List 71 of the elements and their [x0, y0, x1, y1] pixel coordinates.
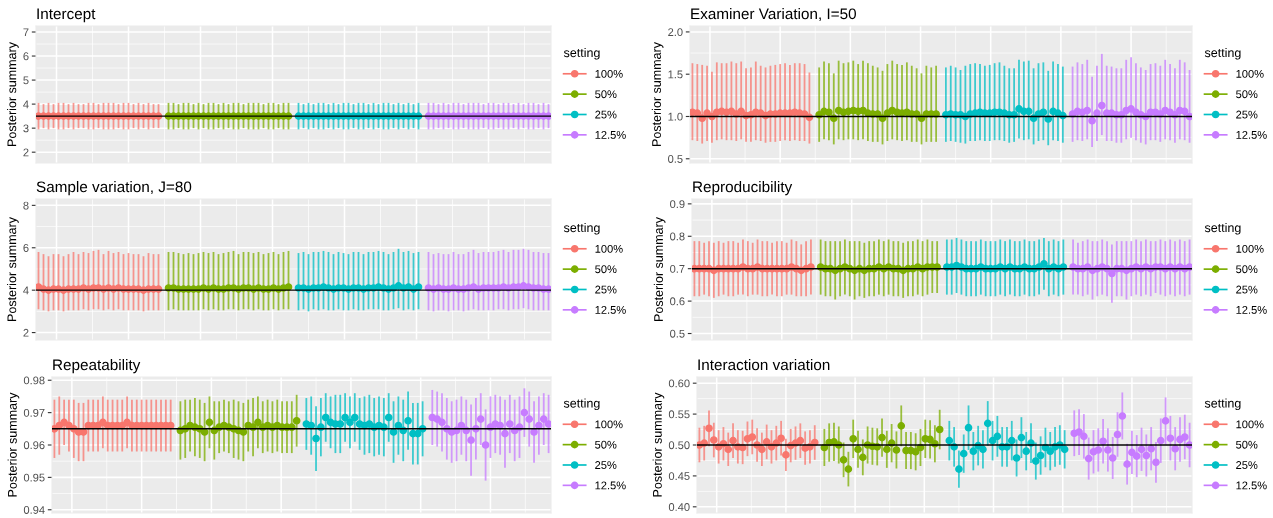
y-tick-label: 8 — [23, 201, 29, 210]
legend-label: 12.5% — [1236, 481, 1267, 490]
y-tick-label: 6 — [23, 52, 29, 61]
chart-title: Repeatability — [53, 358, 141, 374]
legend-title: setting — [563, 398, 600, 411]
y-tick-label: 7 — [23, 28, 29, 37]
y-tick-label: 0.6 — [670, 297, 685, 306]
y-axis-title: Posterior summary — [7, 392, 20, 497]
legend-label: 25% — [595, 110, 617, 119]
legend-label: 12.5% — [595, 305, 626, 314]
legend-label: 100% — [595, 69, 623, 78]
y-axis-title: Posterior summary — [652, 392, 665, 497]
legend-title: setting — [1204, 398, 1241, 411]
legend-label: 50% — [1236, 440, 1258, 449]
chart-title: Examiner Variation, I=50 — [691, 7, 856, 22]
y-axis-title: Posterior summary — [7, 217, 19, 321]
legend-label: 12.5% — [1236, 130, 1267, 139]
legend-label: 12.5% — [595, 130, 626, 139]
y-tick-label: 1.0 — [668, 112, 683, 121]
y-tick-label: 0.96 — [23, 441, 45, 450]
legend-label: 50% — [595, 440, 617, 449]
legend-label: 25% — [1236, 285, 1258, 294]
y-tick-label: 0.45 — [668, 472, 690, 481]
y-tick-label: 0.60 — [668, 379, 690, 388]
legend-title: setting — [563, 222, 600, 235]
y-tick-label: 0.98 — [23, 376, 45, 385]
legend-label: 100% — [1236, 420, 1264, 429]
y-tick-label: 0.5 — [670, 329, 685, 338]
legend-label: 50% — [595, 90, 617, 99]
legend-label: 100% — [1236, 244, 1264, 253]
chart-title: Interaction variation — [698, 358, 830, 371]
legend-label: 100% — [595, 244, 623, 253]
legend-label: 100% — [1236, 69, 1264, 78]
y-axis-title: Posterior summary — [7, 42, 19, 146]
y-tick-label: 0.50 — [668, 441, 690, 450]
legend-label: 100% — [595, 420, 623, 429]
y-axis-title: Posterior summary — [653, 217, 666, 321]
y-tick-label: 0.8 — [670, 232, 685, 241]
y-tick-label: 2.0 — [668, 28, 683, 37]
y-tick-label: 0.95 — [23, 473, 45, 482]
y-tick-label: 1.5 — [668, 70, 683, 79]
y-tick-label: 0.97 — [23, 408, 45, 417]
chart-title: Sample variation, J=80 — [36, 180, 192, 196]
legend-label: 12.5% — [595, 481, 626, 490]
y-tick-label: 6 — [23, 244, 29, 252]
legend-label: 25% — [1236, 461, 1258, 469]
y-tick-label: 0.5 — [668, 155, 683, 163]
y-tick-label: 5 — [23, 76, 29, 85]
y-tick-label: 4 — [23, 286, 29, 295]
y-tick-label: 2 — [23, 328, 29, 337]
legend-label: 50% — [595, 265, 617, 274]
y-tick-label: 0.7 — [670, 264, 685, 273]
chart-title: Intercept — [37, 8, 96, 23]
y-tick-label: 0.94 — [23, 506, 45, 514]
legend-title: setting — [1204, 47, 1241, 60]
y-tick-label: 0.40 — [668, 503, 690, 511]
chart-title: Reproducibility — [693, 180, 793, 196]
legend-label: 25% — [595, 461, 617, 469]
legend-label: 50% — [1236, 265, 1258, 274]
y-tick-label: 0.9 — [670, 200, 685, 208]
y-tick-label: 3 — [23, 124, 29, 133]
y-tick-label: 4 — [23, 100, 29, 109]
legend-label: 50% — [1236, 90, 1258, 99]
y-tick-label: 2 — [23, 148, 29, 157]
legend-label: 25% — [1236, 110, 1258, 119]
y-tick-label: 0.55 — [668, 410, 690, 419]
legend-title: setting — [563, 47, 600, 60]
y-axis-title: Posterior summary — [651, 42, 664, 146]
legend-title: setting — [1204, 222, 1241, 235]
legend-label: 25% — [595, 285, 617, 294]
legend-label: 12.5% — [1236, 305, 1267, 314]
